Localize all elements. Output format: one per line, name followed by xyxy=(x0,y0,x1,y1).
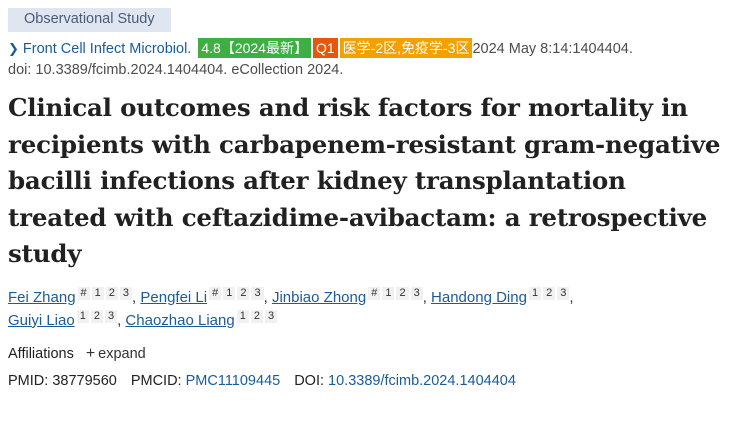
journal-link[interactable]: Front Cell Infect Microbiol. xyxy=(22,41,192,57)
chevron-right-icon[interactable]: ❯ xyxy=(8,41,19,56)
affiliation-number[interactable]: 1 xyxy=(91,286,104,300)
author-separator: , xyxy=(117,311,126,329)
affiliation-number[interactable]: 2 xyxy=(90,309,103,323)
affiliation-number[interactable]: 1 xyxy=(76,309,89,323)
citation-date: 2024 May 8:14:1404404. xyxy=(472,41,633,57)
affiliation-number[interactable]: 3 xyxy=(557,286,570,300)
author-link[interactable]: Chaozhao Liang xyxy=(125,311,235,329)
author-separator: , xyxy=(132,288,141,306)
affiliation-number[interactable]: 2 xyxy=(396,286,409,300)
author-separator: , xyxy=(569,288,574,306)
affiliations-row: Affiliations + expand xyxy=(8,344,729,364)
pmid-label: PMID: xyxy=(8,372,49,389)
citation-doi-line: doi: 10.3389/fcimb.2024.1404404. eCollec… xyxy=(8,62,344,78)
author-link[interactable]: Guiyi Liao xyxy=(8,311,75,329)
pmcid-label: PMCID: xyxy=(130,372,182,389)
expand-affiliations-button[interactable]: expand xyxy=(98,345,146,362)
pmid-value: 38779560 xyxy=(52,372,117,389)
zone-badge: 医学-2区,免疫学-3区 xyxy=(339,38,473,58)
affiliation-number[interactable]: 2 xyxy=(543,286,556,300)
author-link[interactable]: Pengfei Li xyxy=(140,288,208,306)
impact-factor-badge: 4.8【2024最新】 xyxy=(198,38,311,58)
author-separator: , xyxy=(263,288,272,306)
author-link[interactable]: Fei Zhang xyxy=(8,288,76,306)
article-header: Observational Study ❯ Front Cell Infect M… xyxy=(8,8,729,391)
doi-link[interactable]: 10.3389/fcimb.2024.1404404 xyxy=(328,372,516,389)
authors-list: Fei Zhang #1 2 3, Pengfei Li #1 2 3, Jinbiao Z… xyxy=(8,286,729,332)
affiliation-number[interactable]: 1 xyxy=(382,286,395,300)
author-separator: , xyxy=(422,288,432,306)
citation-line: ❯ Front Cell Infect Microbiol. 4.8【2024最新… xyxy=(8,38,729,60)
author-link[interactable]: Handong Ding xyxy=(431,288,527,306)
affiliation-number[interactable]: 3 xyxy=(410,286,423,300)
affiliation-number[interactable]: 1 xyxy=(223,286,236,300)
quartile-badge: Q1 xyxy=(312,38,338,58)
affiliation-number[interactable]: 2 xyxy=(250,309,263,323)
publication-type-tag[interactable]: Observational Study xyxy=(8,8,171,32)
plus-icon[interactable]: + xyxy=(85,344,96,362)
equal-contribution-mark: # xyxy=(209,286,222,300)
affiliations-label: Affiliations xyxy=(8,345,74,362)
affiliation-number[interactable]: 1 xyxy=(236,309,249,323)
affiliation-number[interactable]: 3 xyxy=(119,286,133,300)
affiliation-number[interactable]: 2 xyxy=(105,286,118,300)
identifiers-row: PMID: 38779560 PMCID: PMC11109445 DOI: 10.… xyxy=(8,371,729,391)
affiliation-number[interactable]: 3 xyxy=(251,286,264,300)
affiliation-number[interactable]: 1 xyxy=(528,286,542,300)
equal-contribution-mark: # xyxy=(77,286,90,300)
doi-label: DOI: xyxy=(294,372,325,389)
pmcid-link[interactable]: PMC11109445 xyxy=(185,372,281,389)
affiliation-number[interactable]: 3 xyxy=(104,309,118,323)
author-link[interactable]: Jinbiao Zhong xyxy=(271,288,367,306)
affiliation-number[interactable]: 2 xyxy=(237,286,250,300)
affiliation-number[interactable]: 3 xyxy=(264,309,278,323)
article-title: Clinical outcomes and risk factors for m… xyxy=(8,93,721,268)
equal-contribution-mark: # xyxy=(368,286,381,300)
